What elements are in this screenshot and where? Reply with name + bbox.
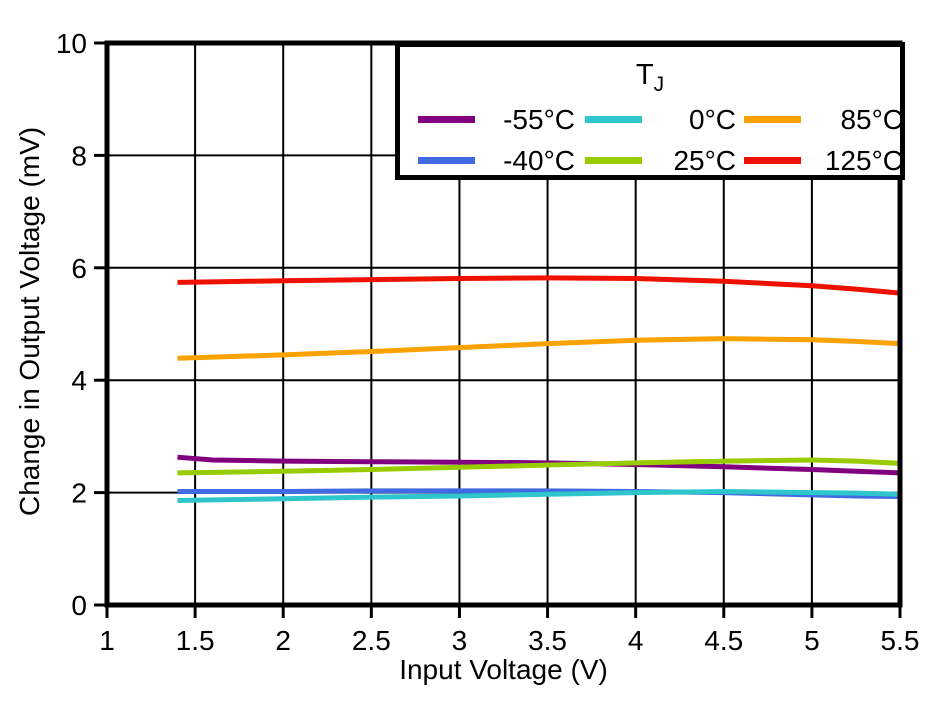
x-tick-label: 2.5 — [352, 625, 391, 656]
y-tick-label: 2 — [71, 478, 87, 509]
legend-swatch — [418, 157, 475, 164]
x-tick-label: 1 — [99, 625, 115, 656]
legend-item-label: -55°C — [503, 103, 575, 135]
legend-item-label: -40°C — [503, 144, 575, 176]
legend-swatch — [585, 116, 642, 123]
x-tick-label: 5.5 — [881, 625, 920, 656]
series-line-0C — [177, 488, 901, 503]
x-tick-label: 3 — [452, 625, 468, 656]
series-line-125C — [177, 275, 901, 296]
x-tick-label: 5 — [804, 625, 820, 656]
legend-item: 25°C — [585, 140, 744, 181]
y-tick-label: 10 — [56, 28, 87, 59]
legend-item-label: 25°C — [673, 144, 736, 176]
x-axis-title: Input Voltage (V) — [399, 654, 608, 685]
legend-swatch — [744, 157, 801, 164]
legend-item: 125°C — [744, 140, 903, 181]
legend-item: 85°C — [744, 99, 903, 140]
y-tick-label: 0 — [71, 590, 87, 621]
legend-title-main: T — [635, 59, 654, 91]
series-line-25C — [177, 457, 901, 476]
x-tick-label: 3.5 — [528, 625, 567, 656]
x-tick-label: 4.5 — [704, 625, 743, 656]
legend-swatch — [744, 116, 801, 123]
x-tick-label: 2 — [275, 625, 291, 656]
series-line-85C — [177, 336, 901, 361]
legend-item: -55°C — [418, 99, 585, 140]
legend-item: -40°C — [418, 140, 585, 181]
y-axis-title: Change in Output Voltage (mV) — [14, 126, 45, 516]
legend-title: TJ — [400, 61, 900, 95]
x-tick-label: 4 — [628, 625, 644, 656]
legend-title-sub: J — [653, 72, 665, 96]
legend: TJ -55°C -40°C 0°C 25°C 85°C 125°C — [395, 42, 905, 180]
x-tick-label: 1.5 — [176, 625, 215, 656]
legend-item-label: 85°C — [840, 103, 903, 135]
y-tick-label: 4 — [71, 365, 87, 396]
legend-swatch — [585, 157, 642, 164]
legend-items: -55°C -40°C 0°C 25°C 85°C 125°C — [418, 99, 903, 181]
legend-item-label: 0°C — [689, 103, 736, 135]
legend-item: 0°C — [585, 99, 744, 140]
legend-item-label: 125°C — [824, 144, 903, 176]
y-tick-label: 8 — [71, 140, 87, 171]
y-tick-label: 6 — [71, 253, 87, 284]
legend-swatch — [418, 116, 475, 123]
